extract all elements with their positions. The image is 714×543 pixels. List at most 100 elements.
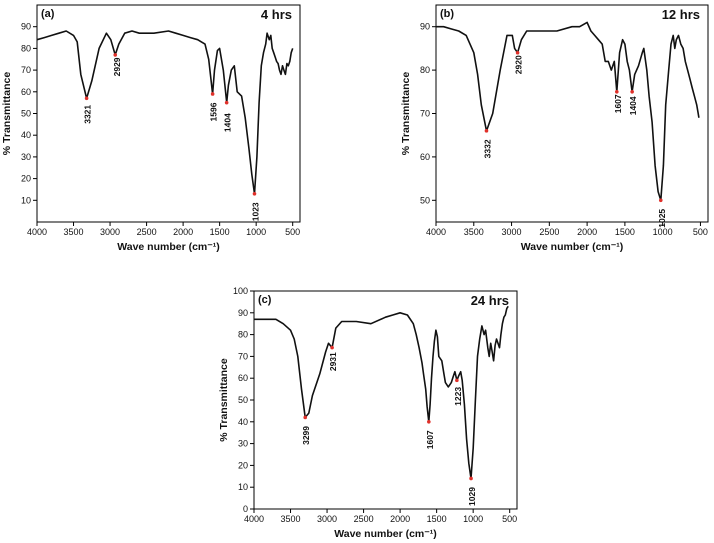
x-tick-label: 1500 — [615, 227, 635, 237]
y-tick-label: 60 — [21, 87, 31, 97]
y-tick-label: 70 — [238, 351, 248, 361]
x-tick-label: 1000 — [246, 227, 266, 237]
x-tick-label: 4000 — [27, 227, 47, 237]
x-tick-label: 4000 — [426, 227, 446, 237]
y-tick-label: 80 — [420, 65, 430, 75]
peak-label: 1607 — [613, 94, 623, 113]
x-tick-label: 2000 — [577, 227, 597, 237]
peak-label: 2920 — [514, 55, 524, 74]
peak-marker — [303, 415, 308, 420]
y-tick-label: 20 — [21, 174, 31, 184]
peak-marker — [615, 90, 619, 94]
peak-label: 2931 — [328, 352, 338, 371]
y-tick-label: 10 — [238, 482, 248, 492]
y-tick-label: 80 — [238, 330, 248, 340]
y-tick-label: 90 — [238, 308, 248, 318]
peak-marker — [515, 50, 520, 55]
y-tick-label: 60 — [238, 373, 248, 383]
y-tick-label: 70 — [21, 65, 31, 75]
peak-marker — [252, 191, 257, 196]
peak-label: 2929 — [112, 57, 122, 76]
x-tick-label: 1000 — [653, 227, 673, 237]
y-tick-label: 50 — [21, 109, 31, 119]
peak-marker — [484, 129, 489, 133]
y-tick-label: 30 — [21, 152, 31, 162]
peak-label: 1223 — [453, 387, 463, 406]
x-tick-label: 2500 — [354, 514, 374, 524]
x-tick-label: 2500 — [137, 227, 157, 237]
peak-label: 1607 — [425, 430, 435, 449]
panel-title: 24 hrs — [471, 293, 509, 308]
plot-frame — [253, 290, 518, 510]
x-tick-label: 500 — [502, 514, 517, 524]
peak-label: 1025 — [657, 209, 667, 228]
y-tick-label: 100 — [233, 286, 248, 296]
peak-label: 3332 — [482, 139, 492, 158]
x-tick-label: 3000 — [502, 227, 522, 237]
x-axis-title: Wave number (cm⁻¹) — [521, 241, 624, 253]
peak-marker — [330, 345, 334, 350]
x-axis-title: Wave number (cm⁻¹) — [334, 528, 437, 540]
spectrum-line-24-hrs — [254, 305, 509, 480]
panel-label: (c) — [258, 294, 272, 306]
panel-title: 12 hrs — [662, 7, 700, 22]
y-tick-label: 40 — [238, 417, 248, 427]
plot-frame — [36, 4, 301, 223]
x-axis-title: Wave number (cm⁻¹) — [117, 241, 220, 253]
panel-label: (a) — [41, 8, 55, 20]
x-tick-label: 2000 — [173, 227, 193, 237]
y-tick-label: 40 — [21, 130, 31, 140]
y-axis-title: % Transmittance — [218, 358, 230, 442]
y-tick-label: 80 — [21, 43, 31, 53]
peak-marker — [455, 378, 459, 383]
peak-label: 1029 — [467, 487, 477, 506]
chart-panel-b: 4000 3500 3000 2500 2000 1500 1000 500 50 60 70 80 9… — [400, 4, 709, 253]
y-tick-label: 20 — [238, 460, 248, 470]
panel-label: (b) — [440, 8, 454, 20]
peak-marker — [224, 100, 229, 105]
y-tick-label: 90 — [21, 22, 31, 32]
chart-panel-a: 4000 3500 3000 2500 2000 1500 1000 500 10 20 30 40 5… — [1, 4, 301, 253]
x-tick-label: 1500 — [427, 514, 447, 524]
spectrum-line-4-hrs — [36, 30, 294, 195]
peak-marker — [427, 420, 431, 424]
x-tick-label: 500 — [693, 227, 708, 237]
y-axis-title: % Transmittance — [1, 72, 13, 156]
peak-marker — [658, 198, 663, 203]
x-tick-label: 3500 — [464, 227, 484, 237]
peak-label: 1404 — [628, 96, 638, 115]
peak-marker — [84, 96, 89, 101]
panel-title: 4 hrs — [261, 7, 292, 22]
y-tick-label: 50 — [238, 395, 248, 405]
peak-marker — [630, 90, 634, 94]
x-tick-label: 1500 — [210, 227, 230, 237]
spectrum-line-12-hrs — [436, 21, 700, 202]
peak-label: 3299 — [301, 426, 311, 445]
x-tick-label: 3500 — [64, 227, 84, 237]
x-tick-label: 1000 — [463, 514, 483, 524]
y-tick-label: 10 — [21, 195, 31, 205]
peak-marker — [113, 53, 118, 57]
peak-label: 1596 — [209, 102, 219, 121]
x-tick-label: 2500 — [539, 227, 559, 237]
x-tick-label: 3000 — [317, 514, 337, 524]
x-tick-label: 2000 — [390, 514, 410, 524]
peak-marker — [210, 92, 215, 96]
x-tick-label: 3000 — [100, 227, 120, 237]
x-tick-label: 500 — [285, 227, 300, 237]
y-tick-label: 70 — [420, 109, 430, 119]
x-tick-label: 4000 — [244, 514, 264, 524]
x-tick-label: 3500 — [281, 514, 301, 524]
chart-panel-c: 4000 3500 3000 2500 2000 1500 1000 500 0 10 20 30 40… — [218, 286, 518, 540]
peak-label: 1023 — [250, 202, 260, 221]
y-tick-label: 90 — [420, 22, 430, 32]
plot-frame — [435, 4, 709, 223]
y-tick-label: 0 — [243, 504, 248, 514]
peak-label: 1404 — [223, 113, 233, 132]
y-tick-label: 50 — [420, 195, 430, 205]
y-axis-title: % Transmittance — [400, 72, 412, 156]
y-tick-label: 60 — [420, 152, 430, 162]
y-tick-label: 30 — [238, 439, 248, 449]
peak-label: 3321 — [83, 105, 93, 124]
